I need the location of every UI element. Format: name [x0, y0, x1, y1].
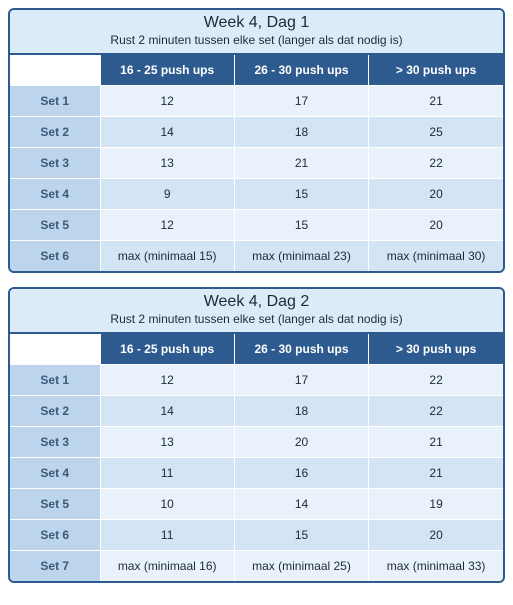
cell-value: 12 [100, 365, 234, 396]
table-row: Set 1121721 [10, 86, 503, 117]
table-row: Set 7max (minimaal 16)max (minimaal 25)m… [10, 551, 503, 582]
cell-value: 11 [100, 520, 234, 551]
row-label: Set 6 [10, 241, 100, 272]
cell-value: 20 [369, 520, 503, 551]
cell-value: 13 [100, 427, 234, 458]
row-label: Set 7 [10, 551, 100, 582]
card-subtitle: Rust 2 minuten tussen elke set (langer a… [16, 33, 497, 47]
cell-value: 10 [100, 489, 234, 520]
cell-value: 21 [369, 86, 503, 117]
table-row: Set 6111520 [10, 520, 503, 551]
row-label: Set 5 [10, 210, 100, 241]
cell-value: max (minimaal 33) [369, 551, 503, 582]
table-row: Set 5121520 [10, 210, 503, 241]
row-label: Set 4 [10, 179, 100, 210]
cell-value: 12 [100, 86, 234, 117]
table-row: Set 3132122 [10, 148, 503, 179]
cell-value: 22 [369, 148, 503, 179]
training-card-2: Week 4, Dag 2Rust 2 minuten tussen elke … [8, 287, 505, 583]
cell-value: 17 [234, 365, 368, 396]
cell-value: 19 [369, 489, 503, 520]
cell-value: 21 [369, 458, 503, 489]
cell-value: 22 [369, 396, 503, 427]
column-header: 16 - 25 push ups [100, 55, 234, 86]
table-row: Set 1121722 [10, 365, 503, 396]
column-header: > 30 push ups [369, 55, 503, 86]
cell-value: 12 [100, 210, 234, 241]
row-label: Set 4 [10, 458, 100, 489]
table-row: Set 3132021 [10, 427, 503, 458]
cell-value: 15 [234, 179, 368, 210]
cell-value: 18 [234, 396, 368, 427]
card-header: Week 4, Dag 1Rust 2 minuten tussen elke … [10, 10, 503, 55]
card-title: Week 4, Dag 2 [16, 293, 497, 311]
training-tables-container: Week 4, Dag 1Rust 2 minuten tussen elke … [8, 8, 505, 583]
row-label: Set 3 [10, 148, 100, 179]
cell-value: 20 [369, 210, 503, 241]
column-header-empty [10, 55, 100, 86]
cell-value: 14 [100, 117, 234, 148]
cell-value: 14 [100, 396, 234, 427]
table-row: Set 2141825 [10, 117, 503, 148]
cell-value: 25 [369, 117, 503, 148]
table-row: Set 2141822 [10, 396, 503, 427]
cell-value: 21 [234, 148, 368, 179]
cell-value: 11 [100, 458, 234, 489]
row-label: Set 1 [10, 86, 100, 117]
cell-value: 20 [369, 179, 503, 210]
cell-value: 21 [369, 427, 503, 458]
cell-value: 15 [234, 520, 368, 551]
training-card-1: Week 4, Dag 1Rust 2 minuten tussen elke … [8, 8, 505, 273]
cell-value: 22 [369, 365, 503, 396]
training-table: 16 - 25 push ups26 - 30 push ups> 30 pus… [10, 55, 503, 271]
row-label: Set 5 [10, 489, 100, 520]
column-header: 16 - 25 push ups [100, 334, 234, 365]
card-header: Week 4, Dag 2Rust 2 minuten tussen elke … [10, 289, 503, 334]
column-header-empty [10, 334, 100, 365]
row-label: Set 2 [10, 396, 100, 427]
training-table: 16 - 25 push ups26 - 30 push ups> 30 pus… [10, 334, 503, 581]
cell-value: 17 [234, 86, 368, 117]
column-header: > 30 push ups [369, 334, 503, 365]
row-label: Set 6 [10, 520, 100, 551]
column-header: 26 - 30 push ups [234, 334, 368, 365]
cell-value: 15 [234, 210, 368, 241]
cell-value: 18 [234, 117, 368, 148]
card-title: Week 4, Dag 1 [16, 14, 497, 32]
table-row: Set 6max (minimaal 15)max (minimaal 23)m… [10, 241, 503, 272]
card-subtitle: Rust 2 minuten tussen elke set (langer a… [16, 312, 497, 326]
column-header: 26 - 30 push ups [234, 55, 368, 86]
cell-value: 16 [234, 458, 368, 489]
cell-value: 9 [100, 179, 234, 210]
cell-value: max (minimaal 30) [369, 241, 503, 272]
cell-value: max (minimaal 25) [234, 551, 368, 582]
cell-value: 14 [234, 489, 368, 520]
table-row: Set 491520 [10, 179, 503, 210]
row-label: Set 2 [10, 117, 100, 148]
cell-value: max (minimaal 23) [234, 241, 368, 272]
cell-value: 13 [100, 148, 234, 179]
cell-value: 20 [234, 427, 368, 458]
cell-value: max (minimaal 15) [100, 241, 234, 272]
table-row: Set 4111621 [10, 458, 503, 489]
table-row: Set 5101419 [10, 489, 503, 520]
cell-value: max (minimaal 16) [100, 551, 234, 582]
row-label: Set 1 [10, 365, 100, 396]
row-label: Set 3 [10, 427, 100, 458]
